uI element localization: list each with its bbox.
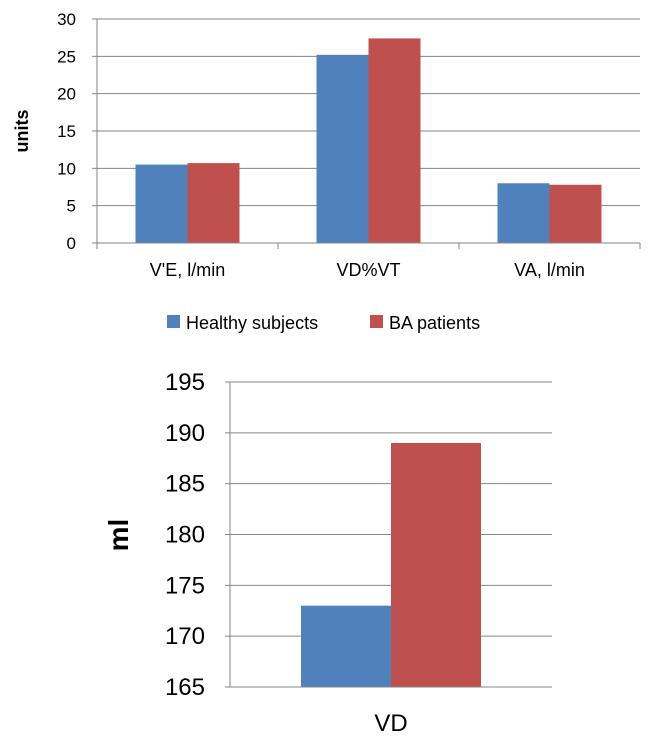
c1-bar-1-0 xyxy=(316,54,369,244)
chart-1-category-labels: V'E, l/min VD%VT VA, l/min xyxy=(150,260,585,280)
c2-y-tick-label-180: 180 xyxy=(165,522,205,549)
c1-category-label-2: VA, l/min xyxy=(514,260,585,280)
c1-y-tick-label-0: 0 xyxy=(67,234,76,253)
c1-y-tick-label-30: 30 xyxy=(57,10,76,29)
c2-y-tick-label-195: 195 xyxy=(165,369,205,396)
chart-2-bars xyxy=(301,443,481,687)
c2-bar-0-0 xyxy=(301,605,391,687)
c1-bar-2-0 xyxy=(497,183,550,243)
c1-bar-0-0 xyxy=(135,164,188,243)
c2-y-tick-label-170: 170 xyxy=(165,623,205,650)
c1-y-tick-label-20: 20 xyxy=(57,85,76,104)
legend-swatch-ba xyxy=(370,315,383,328)
chart-2: 165 170 175 180 185 190 195 VD ml xyxy=(103,369,552,737)
chart-1-legend: Healthy subjects BA patients xyxy=(167,313,480,333)
chart-1-y-axis-label: units xyxy=(12,110,32,153)
c2-y-tick-label-165: 165 xyxy=(165,674,205,701)
c2-y-tick-label-190: 190 xyxy=(165,420,205,447)
c2-category-label-0: VD xyxy=(374,710,407,737)
chart-2-y-ticks: 165 170 175 180 185 190 195 xyxy=(165,369,230,701)
c1-bar-2-1 xyxy=(549,184,602,243)
chart-1-y-ticks: 0 5 10 15 20 25 30 xyxy=(57,10,97,253)
legend-label-healthy: Healthy subjects xyxy=(186,313,318,333)
c1-category-label-1: VD%VT xyxy=(336,260,400,280)
c1-y-tick-label-25: 25 xyxy=(57,47,76,66)
c2-y-tick-label-175: 175 xyxy=(165,572,205,599)
c1-bar-0-1 xyxy=(187,163,240,243)
c1-y-tick-label-10: 10 xyxy=(57,159,76,178)
c1-bar-1-1 xyxy=(368,38,421,244)
legend-label-ba: BA patients xyxy=(389,313,480,333)
chart-1-bars xyxy=(135,38,602,244)
c1-y-tick-label-15: 15 xyxy=(57,122,76,141)
c1-category-label-0: V'E, l/min xyxy=(150,260,225,280)
legend-swatch-healthy xyxy=(167,315,180,328)
chart-1: 0 5 10 15 20 25 30 V'E, l/min VD%VT VA, l/min un… xyxy=(12,10,641,333)
chart-2-y-axis-label: ml xyxy=(103,519,134,552)
chart-2-category-labels: VD xyxy=(374,710,407,737)
c2-bar-0-1 xyxy=(391,443,481,687)
c2-y-tick-label-185: 185 xyxy=(165,471,205,498)
c1-y-tick-label-5: 5 xyxy=(67,197,76,216)
chart-1-x-tick-marks xyxy=(96,243,641,249)
